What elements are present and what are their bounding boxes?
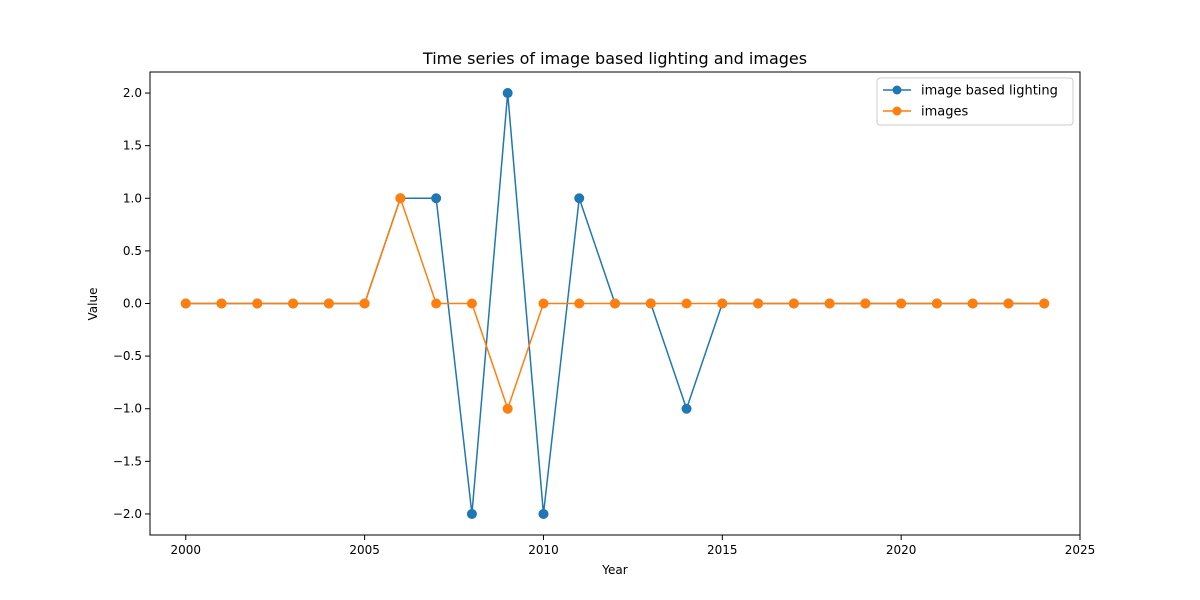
legend: image based lighting images <box>876 77 1074 126</box>
data-point <box>931 298 942 309</box>
data-point <box>180 298 191 309</box>
legend-item: image based lighting <box>883 84 1058 99</box>
y-axis: −2.0 −1.5 −1.0 −0.5 0.0 0.5 1.0 1.5 2.0 <box>113 86 150 521</box>
legend-label: images <box>921 105 968 120</box>
data-point <box>216 298 227 309</box>
y-tick-label: −0.5 <box>113 349 142 363</box>
y-tick-label: 0.0 <box>123 297 142 311</box>
y-tick-label: 1.0 <box>123 191 142 205</box>
x-tick-label: 2005 <box>349 543 380 557</box>
data-point <box>252 298 263 309</box>
data-point <box>1039 298 1050 309</box>
chart-title: Time series of image based lighting and … <box>422 49 807 68</box>
data-point <box>788 298 799 309</box>
data-point <box>753 298 764 309</box>
legend-marker <box>892 106 902 116</box>
series-1 <box>180 193 1050 414</box>
y-axis-title: Value <box>86 288 100 321</box>
data-point <box>717 298 728 309</box>
data-point <box>645 298 656 309</box>
data-point <box>466 508 477 519</box>
y-tick-label: 1.5 <box>123 139 142 153</box>
data-point <box>431 298 442 309</box>
series-layer <box>180 88 1050 519</box>
data-point <box>395 193 406 204</box>
x-tick-label: 2020 <box>886 543 917 557</box>
data-point <box>574 193 585 204</box>
data-point <box>574 298 585 309</box>
y-tick-label: −2.0 <box>113 507 142 521</box>
data-point <box>538 508 549 519</box>
data-point <box>359 298 370 309</box>
data-point <box>323 298 334 309</box>
y-tick-label: 2.0 <box>123 86 142 100</box>
y-tick-label: −1.5 <box>113 454 142 468</box>
x-axis: 2000 2005 2010 2015 2020 2025 <box>170 535 1095 557</box>
data-point <box>502 88 513 99</box>
data-point <box>288 298 299 309</box>
x-axis-title: Year <box>601 563 627 577</box>
data-point <box>502 403 513 414</box>
data-point <box>681 403 692 414</box>
legend-box <box>876 77 1074 126</box>
data-point <box>1003 298 1014 309</box>
data-point <box>967 298 978 309</box>
plot-frame <box>149 71 1081 536</box>
x-tick-label: 2025 <box>1065 543 1096 557</box>
x-tick-label: 2010 <box>528 543 559 557</box>
data-point <box>824 298 835 309</box>
legend-item: images <box>883 105 968 120</box>
data-point <box>431 193 442 204</box>
legend-marker <box>892 85 902 95</box>
y-tick-label: −1.0 <box>113 402 142 416</box>
data-point <box>860 298 871 309</box>
data-point <box>610 298 620 309</box>
data-point <box>681 298 692 309</box>
y-tick-label: 0.5 <box>123 244 142 258</box>
legend-label: image based lighting <box>921 84 1058 99</box>
x-tick-label: 2015 <box>707 543 738 557</box>
data-point <box>466 298 477 309</box>
data-point <box>538 298 549 309</box>
x-tick-label: 2000 <box>170 543 201 557</box>
data-point <box>896 298 907 309</box>
